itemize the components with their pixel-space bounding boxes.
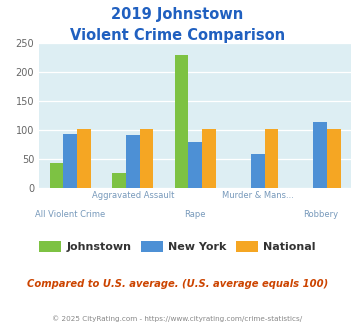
Text: Violent Crime Comparison: Violent Crime Comparison [70, 28, 285, 43]
Bar [140, 129, 153, 188]
Bar [202, 129, 216, 188]
Bar [112, 173, 126, 188]
Bar [77, 129, 91, 188]
Bar [251, 154, 264, 188]
Text: Aggravated Assault: Aggravated Assault [92, 191, 174, 200]
Text: 2019 Johnstown: 2019 Johnstown [111, 7, 244, 21]
Bar [175, 55, 189, 188]
Bar [264, 129, 278, 188]
Text: Murder & Mans...: Murder & Mans... [222, 191, 294, 200]
Text: All Violent Crime: All Violent Crime [35, 210, 105, 218]
Bar [64, 134, 77, 188]
Legend: Johnstown, New York, National: Johnstown, New York, National [34, 237, 321, 256]
Bar [313, 122, 327, 188]
Text: Compared to U.S. average. (U.S. average equals 100): Compared to U.S. average. (U.S. average … [27, 279, 328, 289]
Bar [189, 142, 202, 188]
Text: Robbery: Robbery [303, 210, 338, 218]
Bar [126, 135, 140, 188]
Text: Rape: Rape [185, 210, 206, 218]
Bar [50, 163, 64, 188]
Bar [327, 129, 341, 188]
Text: © 2025 CityRating.com - https://www.cityrating.com/crime-statistics/: © 2025 CityRating.com - https://www.city… [53, 315, 302, 322]
